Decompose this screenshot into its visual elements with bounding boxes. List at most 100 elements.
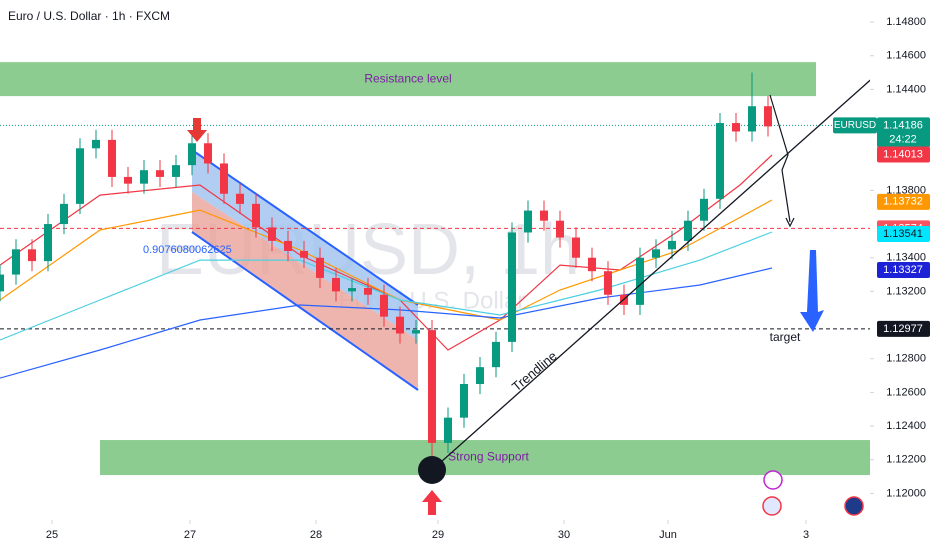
price-badge-label: 1.13732 [883,196,923,208]
x-tick-label: 3 [803,529,809,541]
price-badge-label: 1.13327 [883,264,923,276]
candle-body [652,249,660,258]
x-tick-label: 28 [310,529,322,541]
symbol-label: EURUSD [834,120,876,131]
candle-body [428,330,436,443]
x-tick-label: 30 [558,529,570,541]
y-tick-label: 1.13200 [886,285,926,297]
candle-body [540,210,548,221]
down-arrow [187,118,207,142]
candle-body [60,203,68,225]
trendline [431,74,877,471]
candle-body [252,203,260,228]
zone [0,62,816,97]
candle-body [220,163,228,194]
candle-body [380,294,388,317]
price-badge [877,262,930,279]
candle-body [412,330,420,334]
candle-body [348,288,356,292]
symbol-badge [833,117,877,134]
candle-body [28,249,36,262]
candle-body [188,143,196,166]
y-tick-label: 1.13800 [886,184,926,196]
y-tick-label: 1.12400 [886,420,926,432]
x-tick-label: Jun [659,529,677,541]
channel-top [191,149,419,306]
y-tick-label: 1.12600 [886,386,926,398]
y-tick-label: 1.13400 [886,252,926,264]
zone-label: Resistance level [364,71,451,85]
candle-body [204,143,212,164]
y-tick-label: 1.14800 [886,16,926,28]
chart-title: Euro / U.S. Dollar · 1h · FXCM [8,9,170,23]
candle-body [700,198,708,221]
channel-bottom [191,231,419,391]
candle-body [748,106,756,132]
price-badge [877,146,930,163]
y-tick-label: 1.14400 [886,83,926,95]
channel-lower [192,192,418,390]
low-marker [418,456,446,484]
candle-body [92,139,100,149]
price-badge [877,117,930,148]
fib-label: 0.9076080062625 [143,244,232,256]
up-arrow [422,490,442,515]
zone [100,440,877,476]
candle-body [572,237,580,258]
target-label: target [770,330,801,344]
candle-body [12,249,20,275]
y-tick-label: 1.14600 [886,50,926,62]
projection-head [785,217,795,228]
candle-body [716,123,724,199]
zone-label: Strong Support [448,450,529,464]
candle-body [268,227,276,241]
candle-body [444,417,452,443]
candle-body [44,224,52,262]
price-badge-label: 1.14013 [883,148,923,160]
flag-icon[interactable] [844,496,864,516]
candle-body [300,250,308,258]
y-tick-label: 1.12000 [886,487,926,499]
x-tick-label: 27 [184,529,196,541]
candle-body [236,193,244,204]
candle-body [588,257,596,272]
candle-body [284,240,292,251]
candle-body [668,240,676,250]
projection [769,94,791,223]
candle-body [332,277,340,292]
x-tick-label: 29 [432,529,444,541]
candle-body [316,257,324,278]
moving-average [0,231,773,341]
y-tick-label: 1.12800 [886,353,926,365]
flag-icon[interactable] [762,496,782,516]
candle-body [764,106,772,127]
price-badge-label: 1.13541 [883,228,923,240]
price-badge [877,225,930,242]
candle-body [140,170,148,184]
candle-body [604,271,612,295]
candle-body [0,274,4,292]
moving-average [0,199,773,321]
candle-body [172,165,180,177]
time-axis [0,520,870,550]
channel-upper [192,150,418,340]
y-tick-label: 1.12200 [886,454,926,466]
candle-body [508,232,516,342]
candle-body [460,383,468,418]
event-icon[interactable] [763,470,783,490]
countdown: 24:22 [889,133,917,145]
candle-body [732,123,740,132]
candle-body [396,316,404,334]
price-badge [877,320,930,337]
candle-body [556,220,564,238]
candle-body [524,210,532,233]
price-badge [877,193,930,210]
candle-body [76,148,84,204]
candle-body [364,288,372,295]
candle-body [476,367,484,384]
candle-body [636,257,644,305]
candle-body [492,341,500,368]
price-badge-label: 1.12977 [883,323,923,335]
target-arrow [800,250,824,332]
